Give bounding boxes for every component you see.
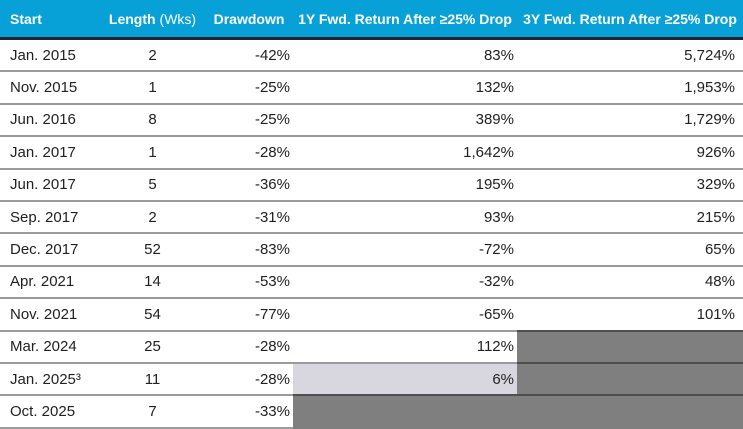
cell-drawdown: -53%	[205, 264, 293, 299]
cell-drawdown: -77%	[205, 297, 293, 331]
cell-drawdown: -42%	[205, 37, 293, 72]
cell-length: 1	[100, 135, 205, 169]
col-header-drawdown: Drawdown	[205, 0, 293, 40]
table-row: Dec. 2017 52 -83% -72% 65%	[0, 232, 743, 266]
cell-1y-return-no-data	[293, 394, 517, 429]
cell-3y-return: 5,724%	[517, 37, 743, 72]
cell-1y-return: 389%	[293, 102, 517, 137]
col-header-length-wks: Length (Wks)	[100, 0, 205, 40]
cell-3y-return-no-data	[517, 394, 743, 429]
col-header-start: Start	[0, 0, 100, 40]
cell-drawdown: -25%	[205, 70, 293, 104]
cell-start: Jan. 2017	[0, 135, 100, 169]
cell-3y-return-no-data	[517, 361, 743, 396]
cell-length: 2	[100, 37, 205, 72]
cell-1y-return: 112%	[293, 329, 517, 363]
cell-3y-return: 329%	[517, 167, 743, 201]
cell-length: 2	[100, 199, 205, 234]
table-row: Nov. 2015 1 -25% 132% 1,953%	[0, 70, 743, 104]
cell-drawdown: -36%	[205, 167, 293, 201]
cell-drawdown: -28%	[205, 329, 293, 363]
cell-1y-return: 132%	[293, 70, 517, 104]
cell-drawdown: -33%	[205, 394, 293, 429]
cell-1y-return: 1,642%	[293, 135, 517, 169]
header-row: Start Length (Wks) Drawdown 1Y Fwd. Retur…	[0, 0, 743, 40]
table-row: Jan. 2017 1 -28% 1,642% 926%	[0, 135, 743, 169]
cell-start: Jun. 2017	[0, 167, 100, 201]
cell-drawdown: -28%	[205, 361, 293, 396]
cell-start: Oct. 2025	[0, 394, 100, 429]
cell-1y-return-highlighted: 6%	[293, 361, 517, 396]
cell-1y-return: 83%	[293, 37, 517, 72]
cell-start: Nov. 2015	[0, 70, 100, 104]
cell-drawdown: -83%	[205, 232, 293, 266]
table-row: Jan. 2025³ 11 -28% 6%	[0, 361, 743, 396]
cell-3y-return: 65%	[517, 232, 743, 266]
cell-drawdown: -25%	[205, 102, 293, 137]
cell-start: Jan. 2015	[0, 37, 100, 72]
cell-1y-return: 93%	[293, 199, 517, 234]
cell-3y-return: 101%	[517, 297, 743, 331]
cell-length: 52	[100, 232, 205, 266]
table-row: Jun. 2016 8 -25% 389% 1,729%	[0, 102, 743, 137]
table-row: Jun. 2017 5 -36% 195% 329%	[0, 167, 743, 201]
cell-start: Sep. 2017	[0, 199, 100, 234]
cell-3y-return: 48%	[517, 264, 743, 299]
table-row: Oct. 2025 7 -33%	[0, 394, 743, 429]
cell-3y-return: 1,953%	[517, 70, 743, 104]
table-row: Nov. 2021 54 -77% -65% 101%	[0, 297, 743, 331]
cell-1y-return: 195%	[293, 167, 517, 201]
table-row: Sep. 2017 2 -31% 93% 215%	[0, 199, 743, 234]
cell-length: 5	[100, 167, 205, 201]
cell-start: Jun. 2016	[0, 102, 100, 137]
cell-length: 54	[100, 297, 205, 331]
cell-1y-return: -65%	[293, 297, 517, 331]
col-header-length-bold: Length	[108, 10, 156, 27]
cell-start: Nov. 2021	[0, 297, 100, 331]
cell-length: 25	[100, 329, 205, 363]
cell-length: 11	[100, 361, 205, 396]
cell-3y-return: 1,729%	[517, 102, 743, 137]
cell-start: Mar. 2024	[0, 329, 100, 363]
cell-3y-return: 926%	[517, 135, 743, 169]
col-header-1y-fwd-return: 1Y Fwd. Return After ≥25% Drop	[293, 0, 517, 40]
cell-drawdown: -28%	[205, 135, 293, 169]
cell-1y-return: -32%	[293, 264, 517, 299]
table-row: Jan. 2015 2 -42% 83% 5,724%	[0, 37, 743, 72]
col-header-wks-light: (Wks)	[159, 10, 197, 27]
cell-length: 7	[100, 394, 205, 429]
cell-length: 14	[100, 264, 205, 299]
cell-3y-return-no-data	[517, 329, 743, 363]
cell-1y-return: -72%	[293, 232, 517, 266]
table-row: Apr. 2021 14 -53% -32% 48%	[0, 264, 743, 299]
cell-drawdown: -31%	[205, 199, 293, 234]
cell-start: Apr. 2021	[0, 264, 100, 299]
cell-start: Jan. 2025³	[0, 361, 100, 396]
cell-start: Dec. 2017	[0, 232, 100, 266]
cell-3y-return: 215%	[517, 199, 743, 234]
cell-length: 1	[100, 70, 205, 104]
table-row: Mar. 2024 25 -28% 112%	[0, 329, 743, 363]
cell-length: 8	[100, 102, 205, 137]
col-header-3y-fwd-return: 3Y Fwd. Return After ≥25% Drop	[517, 0, 743, 40]
